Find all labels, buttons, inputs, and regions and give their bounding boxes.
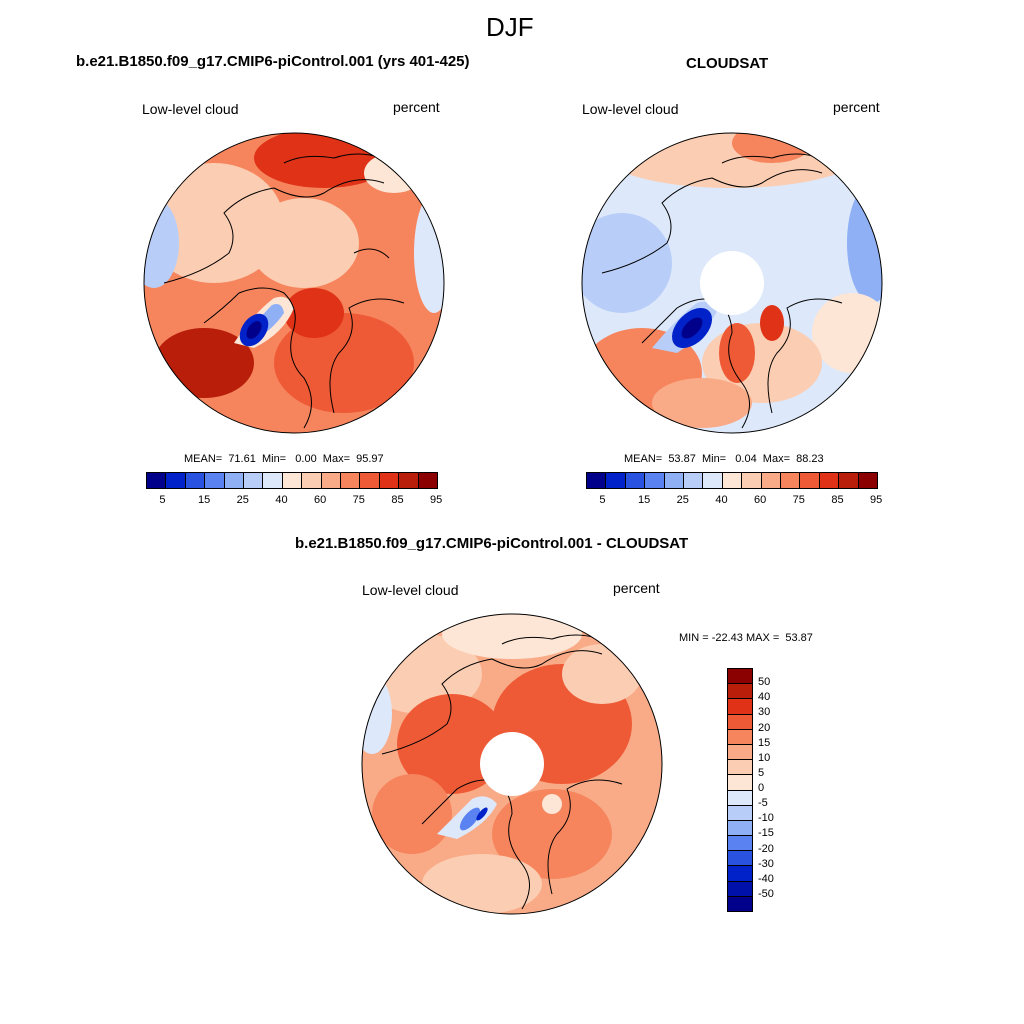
colorbar-swatch [728, 714, 752, 730]
colorbar-swatch [728, 820, 752, 837]
colorbar-tick-label: -15 [758, 827, 774, 840]
colorbar-swatch [728, 775, 752, 791]
colorbar-tick-label: 5 [159, 494, 166, 506]
colorbar-swatch [418, 473, 438, 488]
colorbar-swatch [587, 473, 607, 488]
colorbar-tick-label: -40 [758, 872, 774, 885]
colorbar-swatch [858, 473, 878, 488]
colorbar-swatch [185, 473, 206, 488]
colorbar-tick-label: 85 [391, 494, 404, 506]
colorbar-swatch [728, 836, 752, 852]
colorbar-tick-label: 15 [638, 494, 651, 506]
colorbar-swatch [645, 473, 665, 488]
colorbar-swatch [728, 684, 752, 700]
difference-colorbar [727, 668, 753, 912]
colorbar-swatch [722, 473, 743, 488]
colorbar-swatch [321, 473, 342, 488]
colorbar-tick-label: -20 [758, 842, 774, 855]
colorbar-swatch [625, 473, 646, 488]
panel-model-stats: MEAN= 71.61 Min= 0.00 Max= 95.97 [184, 453, 384, 465]
colorbar-swatch [664, 473, 685, 488]
colorbar-swatch [839, 473, 859, 488]
colorbar-swatch [244, 473, 264, 488]
colorbar-swatch [728, 805, 752, 821]
colorbar-swatch [282, 473, 303, 488]
colorbar-swatch [147, 473, 167, 488]
colorbar-swatch [761, 473, 782, 488]
panel-obs-polar-map [581, 132, 883, 434]
panel-model-variable-label: Low-level cloud [142, 101, 239, 117]
colorbar-tick-label: 30 [758, 706, 771, 719]
colorbar-tick-label: 50 [758, 676, 771, 689]
absolute-colorbar-1 [146, 472, 438, 489]
colorbar-tick-label: 40 [715, 494, 728, 506]
colorbar-tick-label: 5 [758, 766, 765, 779]
colorbar-tick-label: 60 [314, 494, 327, 506]
colorbar-tick-label: 5 [599, 494, 606, 506]
colorbar-swatch [728, 760, 752, 776]
figure-title: DJF [486, 12, 534, 42]
panel-diff-variable-label: Low-level cloud [362, 582, 459, 598]
colorbar-swatch [781, 473, 801, 488]
colorbar-swatch [728, 866, 752, 882]
colorbar-tick-label: 40 [275, 494, 288, 506]
panel-obs-units-label: percent [833, 99, 880, 115]
colorbar-tick-label: 75 [792, 494, 805, 506]
panel-obs-stats: MEAN= 53.87 Min= 0.04 Max= 88.23 [624, 453, 824, 465]
difference-colorbar-ticks: 50 40 30 20 15 10 5 0 -5 -10 -15 -20 -30 -40 -50 [758, 668, 798, 910]
colorbar-swatch [819, 473, 840, 488]
colorbar-tick-label: 20 [758, 721, 771, 734]
colorbar-swatch [728, 881, 752, 897]
panel-model-polar-map [143, 132, 445, 434]
colorbar-swatch [399, 473, 419, 488]
panel-model-units-label: percent [393, 99, 440, 115]
panel-diff-title: b.e21.B1850.f09_g17.CMIP6-piControl.001 … [295, 535, 689, 552]
colorbar-swatch [302, 473, 322, 488]
colorbar-tick-label: 40 [758, 691, 771, 704]
panel-diff-units-label: percent [613, 580, 660, 596]
colorbar-swatch [360, 473, 380, 488]
colorbar-tick-label: 95 [870, 494, 883, 506]
colorbar-swatch [224, 473, 245, 488]
colorbar-swatch [379, 473, 400, 488]
colorbar-swatch [728, 744, 752, 761]
colorbar-swatch [205, 473, 225, 488]
colorbar-swatch [728, 729, 752, 745]
colorbar-tick-label: -50 [758, 887, 774, 900]
panel-obs-title: CLOUDSAT [686, 55, 769, 72]
colorbar-swatch [742, 473, 762, 488]
colorbar-swatch [263, 473, 283, 488]
colorbar-swatch [728, 851, 752, 867]
colorbar-tick-label: -5 [758, 797, 768, 810]
colorbar-swatch [728, 699, 752, 715]
absolute-colorbar-2-ticks: 5 15 25 40 60 75 85 95 [586, 494, 882, 508]
colorbar-tick-label: 85 [831, 494, 844, 506]
colorbar-tick-label: 0 [758, 782, 765, 794]
absolute-colorbar-1-ticks: 5 15 25 40 60 75 85 95 [146, 494, 442, 508]
colorbar-swatch [684, 473, 704, 488]
colorbar-swatch [728, 896, 752, 911]
colorbar-tick-label: -30 [758, 857, 774, 870]
colorbar-tick-label: 25 [236, 494, 249, 506]
colorbar-swatch [606, 473, 626, 488]
colorbar-tick-label: 95 [430, 494, 443, 506]
panel-model-title: b.e21.B1850.f09_g17.CMIP6-piControl.001 … [76, 53, 470, 70]
colorbar-swatch [800, 473, 820, 488]
panel-diff-polar-map [361, 613, 663, 915]
colorbar-tick-label: 15 [198, 494, 211, 506]
colorbar-swatch [728, 790, 752, 806]
panel-obs-variable-label: Low-level cloud [582, 101, 679, 117]
colorbar-tick-label: 25 [676, 494, 689, 506]
colorbar-swatch [341, 473, 361, 488]
colorbar-tick-label: -10 [758, 812, 774, 825]
colorbar-tick-label: 10 [758, 751, 771, 764]
colorbar-tick-label: 75 [352, 494, 365, 506]
panel-diff-stats: MIN = -22.43 MAX = 53.87 [679, 632, 813, 644]
colorbar-swatch [728, 669, 752, 685]
colorbar-tick-label: 60 [754, 494, 767, 506]
absolute-colorbar-2 [586, 472, 878, 489]
colorbar-swatch [166, 473, 186, 488]
colorbar-swatch [703, 473, 723, 488]
colorbar-tick-label: 15 [758, 736, 771, 749]
